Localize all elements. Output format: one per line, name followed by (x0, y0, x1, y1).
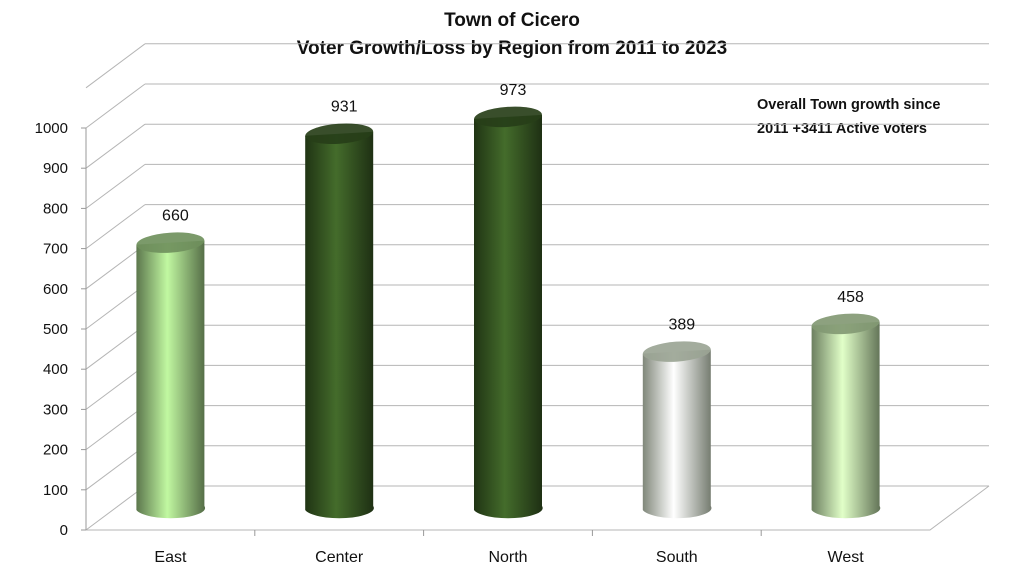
data-label: 931 (331, 99, 358, 116)
gridline-diagonal (85, 204, 146, 250)
bar-top-north (474, 106, 542, 128)
bar-top-shade (474, 106, 542, 128)
data-label: 458 (837, 289, 864, 306)
y-tick-label: 100 (43, 482, 68, 499)
bar-cylinder-east (136, 240, 206, 519)
bar-cylinder-north (474, 114, 543, 519)
x-tick-label: East (154, 549, 187, 566)
bar-top-east (136, 232, 205, 253)
bar-cylinder-center (305, 131, 374, 519)
x-tick-label: Center (315, 549, 364, 566)
annotation: Overall Town growth since 2011 +3411 Act… (757, 93, 997, 141)
annotation-line-1: Overall Town growth since (757, 97, 941, 113)
y-tick-label: 600 (43, 281, 68, 298)
data-label: 389 (668, 317, 695, 334)
y-tick-label: 400 (43, 361, 68, 378)
y-tick-label: 1000 (35, 120, 68, 137)
y-tick-label: 0 (60, 522, 68, 539)
x-tick-label: West (828, 549, 865, 566)
y-tick-label: 800 (43, 200, 68, 217)
bar-top-center (305, 123, 374, 144)
gridline-diagonal (85, 485, 146, 531)
chart-title: Town of Cicero (444, 10, 580, 31)
gridline-diagonal (85, 43, 146, 89)
bar-top-shade (136, 232, 205, 253)
gridline-diagonal (85, 405, 146, 451)
y-tick-label: 700 (43, 241, 68, 258)
x-tick-label: South (656, 549, 698, 566)
bar-top-south (642, 341, 711, 362)
y-tick-label: 500 (43, 321, 68, 338)
y-tick-label: 300 (43, 401, 68, 418)
chart-subtitle: Voter Growth/Loss by Region from 2011 to… (296, 38, 728, 59)
data-label: 973 (500, 82, 527, 99)
annotation-line-2: 2011 +3411 Active voters (757, 121, 927, 137)
bar-top-shade (305, 123, 374, 144)
y-tick-label: 900 (43, 160, 68, 177)
gridline-diagonal (85, 83, 146, 129)
x-tick-label: North (488, 549, 527, 566)
gridline-diagonal (85, 324, 146, 370)
gridline-diagonal (85, 123, 146, 169)
gridline-diagonal (85, 163, 146, 209)
floor-edge (86, 485, 990, 531)
bar-top-shade (642, 341, 711, 362)
y-tick-label: 200 (43, 442, 68, 459)
gridline-diagonal (85, 445, 146, 491)
data-label: 660 (162, 208, 189, 225)
bar-top-west (811, 313, 880, 335)
gridline-diagonal (85, 364, 146, 410)
bar-cylinder-south (642, 349, 712, 519)
bar-cylinder-west (811, 321, 881, 519)
gridline-diagonal (85, 244, 146, 290)
gridline-diagonal (85, 284, 146, 330)
bar-top-shade (811, 313, 880, 335)
